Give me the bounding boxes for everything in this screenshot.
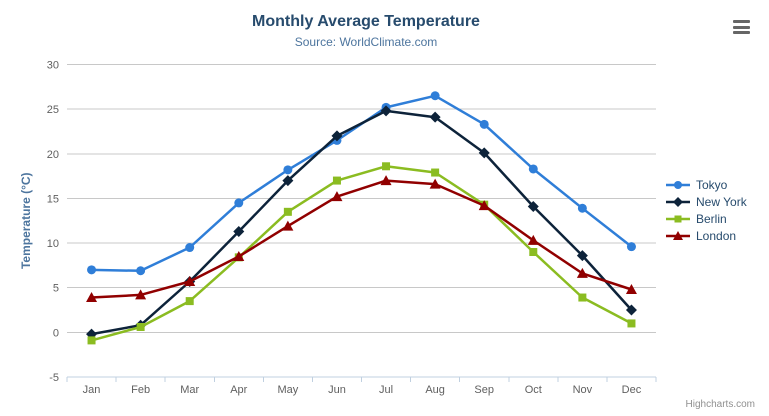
marker-tokyo[interactable] xyxy=(479,119,489,129)
marker-london[interactable] xyxy=(429,178,441,189)
marker-berlin[interactable] xyxy=(578,293,587,302)
series-line-london xyxy=(90,179,633,299)
marker-tokyo[interactable] xyxy=(87,265,97,275)
marker-tokyo[interactable] xyxy=(577,203,587,213)
marker-berlin[interactable] xyxy=(332,176,341,185)
marker-berlin[interactable] xyxy=(529,248,538,256)
y-axis-label: 10 xyxy=(47,238,59,250)
x-axis-label: Sep xyxy=(474,384,494,396)
marker-tokyo[interactable] xyxy=(528,164,538,174)
legend-marker-new-york xyxy=(666,197,690,207)
x-axis-label: Nov xyxy=(573,384,593,396)
marker-london[interactable] xyxy=(380,175,392,186)
legend-item-new-york[interactable]: New York xyxy=(665,194,747,210)
legend-item-berlin[interactable]: Berlin xyxy=(665,211,747,227)
marker-tokyo[interactable] xyxy=(283,165,293,175)
marker-london[interactable] xyxy=(576,267,588,278)
y-axis-label: 30 xyxy=(47,60,59,72)
series-london[interactable] xyxy=(86,175,637,303)
legend-marker-tokyo xyxy=(666,181,690,189)
legend-marker-london xyxy=(666,231,690,240)
marker-london[interactable] xyxy=(331,191,343,202)
legend-item-label: Berlin xyxy=(696,212,727,226)
x-axis-label: May xyxy=(277,384,298,396)
credits-link[interactable]: Highcharts.com xyxy=(685,399,755,410)
legend-symbol-berlin[interactable] xyxy=(674,215,682,223)
marker-new-york[interactable] xyxy=(282,175,294,187)
legend-item-label: Tokyo xyxy=(696,178,728,192)
series-line-berlin xyxy=(90,165,633,342)
marker-berlin[interactable] xyxy=(431,168,440,177)
marker-berlin[interactable] xyxy=(136,323,145,331)
export-menu-button[interactable] xyxy=(731,20,751,36)
x-axis-label: Feb xyxy=(131,384,150,396)
marker-berlin[interactable] xyxy=(382,162,391,171)
marker-new-york[interactable] xyxy=(429,111,441,123)
x-axis-label: Jan xyxy=(83,384,101,396)
marker-london[interactable] xyxy=(625,284,637,294)
marker-london[interactable] xyxy=(233,250,245,261)
marker-new-york[interactable] xyxy=(380,105,392,117)
marker-new-york[interactable] xyxy=(625,304,637,316)
legend-item-label: London xyxy=(696,229,737,243)
legend-marker-berlin xyxy=(666,215,690,223)
legend-item-label: New York xyxy=(696,195,747,209)
y-axis-label: 25 xyxy=(47,104,59,116)
marker-berlin[interactable] xyxy=(627,319,636,328)
y-axis-label: -5 xyxy=(49,372,59,384)
marker-london[interactable] xyxy=(135,289,147,300)
marker-tokyo[interactable] xyxy=(234,198,244,208)
marker-london[interactable] xyxy=(527,234,539,245)
marker-tokyo[interactable] xyxy=(185,243,195,253)
y-axis-label: 0 xyxy=(53,327,59,339)
legend-symbol-london[interactable] xyxy=(673,231,683,240)
hamburger-icon xyxy=(731,20,751,34)
series-line-new-york xyxy=(90,109,633,336)
x-axis-label: Jul xyxy=(379,384,393,396)
marker-tokyo[interactable] xyxy=(626,242,636,252)
legend-symbol-tokyo[interactable] xyxy=(674,181,682,189)
marker-london[interactable] xyxy=(478,200,490,211)
marker-berlin[interactable] xyxy=(185,297,194,306)
legend-item-tokyo[interactable]: Tokyo xyxy=(665,177,747,193)
series-tokyo[interactable] xyxy=(87,91,636,276)
legend: Tokyo New York Berlin London xyxy=(665,177,747,245)
y-axis-label: 5 xyxy=(53,283,59,295)
x-axis-label: Dec xyxy=(622,384,642,396)
chart-title: Monthly Average Temperature xyxy=(252,13,480,30)
marker-new-york[interactable] xyxy=(331,130,343,142)
x-axis-label: Apr xyxy=(230,384,247,396)
marker-new-york[interactable] xyxy=(576,250,588,262)
y-axis-title: Temperature (°C) xyxy=(19,172,33,269)
chart-subtitle: Source: WorldClimate.com xyxy=(294,35,438,49)
marker-new-york[interactable] xyxy=(478,147,490,159)
marker-berlin[interactable] xyxy=(87,336,96,345)
y-axis-label: 15 xyxy=(47,193,59,205)
marker-london[interactable] xyxy=(282,220,294,231)
marker-london[interactable] xyxy=(86,292,98,303)
legend-symbol-new-york[interactable] xyxy=(673,197,683,207)
marker-new-york[interactable] xyxy=(527,200,539,212)
series-new-york[interactable] xyxy=(86,105,637,340)
x-axis-label: Oct xyxy=(525,384,542,396)
marker-london[interactable] xyxy=(184,275,196,286)
legend-item-london[interactable]: London xyxy=(665,228,747,244)
x-axis-label: Mar xyxy=(180,384,199,396)
x-axis-label: Aug xyxy=(425,384,445,396)
marker-new-york[interactable] xyxy=(233,225,245,237)
y-axis-label: 20 xyxy=(47,149,59,161)
marker-berlin[interactable] xyxy=(283,207,292,216)
marker-tokyo[interactable] xyxy=(136,266,146,276)
x-axis-label: Jun xyxy=(328,384,346,396)
marker-tokyo[interactable] xyxy=(430,91,440,101)
